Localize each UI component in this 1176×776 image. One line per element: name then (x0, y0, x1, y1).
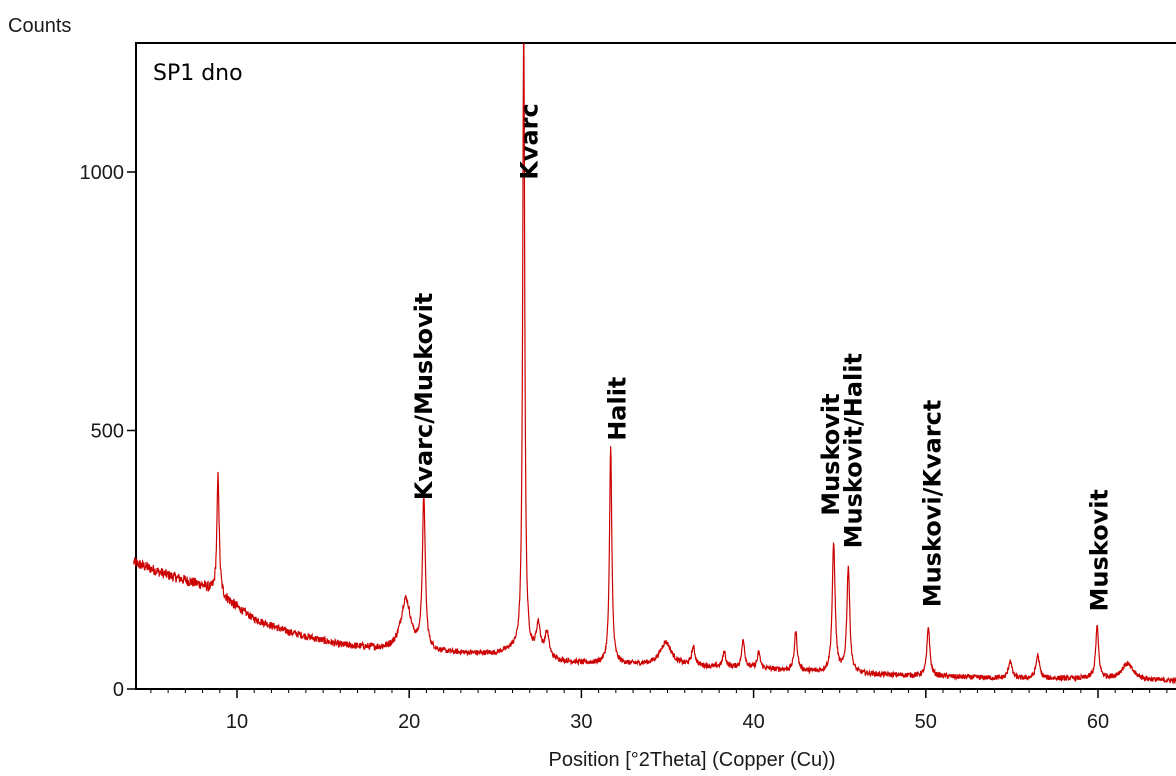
peak-label: Kvarc (516, 103, 544, 180)
diffraction-pattern-line (133, 43, 1176, 685)
x-tick-label: 50 (915, 711, 937, 733)
x-tick-label: 10 (226, 711, 248, 733)
peak-label: Halit (604, 377, 632, 441)
peak-label: Muskovit/Halit (840, 353, 868, 548)
x-axis-title: Position [°2Theta] (Copper (Cu)) (548, 749, 835, 771)
x-tick-label: 60 (1087, 711, 1109, 733)
peak-label: Muskovit (1086, 489, 1114, 611)
peak-label: Kvarc/Muskovit (410, 293, 438, 501)
y-tick-label: 500 (91, 421, 124, 443)
y-axis-ticks: 0 500 1000 (80, 162, 136, 701)
x-tick-label: 40 (742, 711, 764, 733)
x-axis-ticks: 10 20 30 40 50 60 (226, 689, 1109, 733)
y-tick-label: 0 (113, 679, 124, 701)
sample-label: SP1 dno (153, 61, 243, 86)
y-tick-label: 1000 (80, 162, 125, 184)
y-axis-title: Counts (8, 15, 71, 37)
peak-label: Muskovit (817, 393, 845, 515)
peak-label: Muskovi/Kvarct (919, 400, 947, 608)
x-tick-label: 20 (398, 711, 420, 733)
x-tick-label: 30 (570, 711, 592, 733)
plot-frame (135, 42, 1176, 690)
x-minor-ticks (150, 689, 1168, 693)
